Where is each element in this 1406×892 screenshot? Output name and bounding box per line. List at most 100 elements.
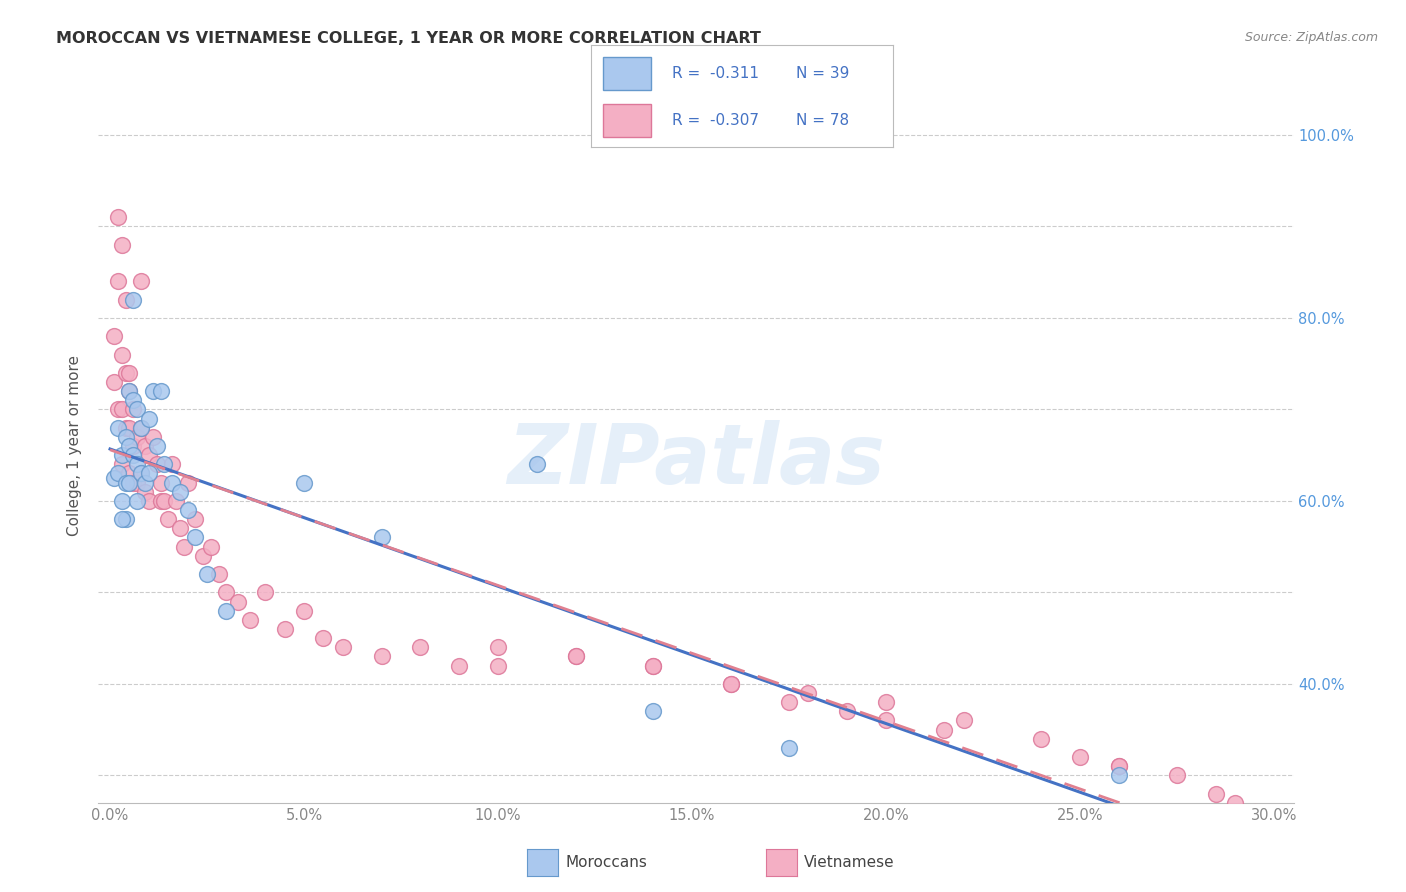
- Point: [1225, 796, 1247, 810]
- Point: [145, 439, 167, 453]
- Point: [643, 658, 665, 673]
- Point: [127, 475, 149, 490]
- Point: [215, 604, 238, 618]
- Y-axis label: College, 1 year or more: College, 1 year or more: [67, 356, 83, 536]
- Point: [292, 475, 315, 490]
- Point: [138, 448, 160, 462]
- Point: [138, 467, 160, 481]
- Point: [114, 420, 136, 434]
- Point: [1108, 759, 1130, 773]
- FancyBboxPatch shape: [603, 104, 651, 137]
- Point: [111, 237, 134, 252]
- Point: [720, 677, 742, 691]
- Point: [169, 484, 191, 499]
- Point: [952, 714, 974, 728]
- Point: [118, 420, 141, 434]
- Point: [176, 503, 198, 517]
- Point: [312, 631, 335, 645]
- Point: [184, 512, 207, 526]
- Point: [127, 458, 149, 472]
- Point: [875, 714, 897, 728]
- Point: [149, 494, 172, 508]
- Point: [118, 384, 141, 398]
- Point: [160, 458, 183, 472]
- Point: [875, 695, 897, 709]
- Point: [1108, 768, 1130, 782]
- Point: [153, 458, 176, 472]
- Point: [129, 467, 152, 481]
- Point: [114, 293, 136, 307]
- Point: [153, 494, 176, 508]
- Point: [122, 475, 145, 490]
- Point: [239, 613, 262, 627]
- Point: [118, 366, 141, 380]
- Point: [107, 211, 129, 225]
- Point: [127, 402, 149, 417]
- Point: [122, 293, 145, 307]
- Point: [292, 604, 315, 618]
- Point: [118, 384, 141, 398]
- Text: Vietnamese: Vietnamese: [804, 855, 894, 870]
- Point: [103, 471, 125, 485]
- Point: [332, 640, 354, 655]
- Point: [797, 686, 820, 700]
- Point: [486, 658, 509, 673]
- Point: [1031, 731, 1053, 746]
- Point: [111, 402, 134, 417]
- Point: [1166, 768, 1188, 782]
- Point: [103, 375, 125, 389]
- Point: [215, 585, 238, 599]
- Point: [114, 366, 136, 380]
- Point: [1205, 787, 1227, 801]
- Point: [111, 512, 134, 526]
- Point: [122, 448, 145, 462]
- Point: [370, 649, 392, 664]
- Point: [1243, 805, 1265, 819]
- Point: [564, 649, 586, 664]
- Text: R =  -0.307: R = -0.307: [672, 113, 759, 128]
- Point: [129, 467, 152, 481]
- Point: [129, 420, 152, 434]
- Point: [200, 540, 222, 554]
- Point: [778, 740, 800, 755]
- Point: [107, 402, 129, 417]
- Point: [176, 475, 198, 490]
- Point: [107, 467, 129, 481]
- Point: [122, 393, 145, 408]
- Point: [778, 695, 800, 709]
- Point: [138, 411, 160, 425]
- Point: [169, 521, 191, 535]
- Point: [934, 723, 956, 737]
- Point: [486, 640, 509, 655]
- Point: [111, 494, 134, 508]
- Point: [837, 704, 859, 718]
- Point: [129, 420, 152, 434]
- Point: [173, 540, 195, 554]
- Point: [160, 475, 183, 490]
- Point: [122, 439, 145, 453]
- Point: [103, 329, 125, 343]
- Point: [127, 494, 149, 508]
- Point: [129, 274, 152, 288]
- Point: [643, 658, 665, 673]
- Point: [118, 467, 141, 481]
- Point: [127, 430, 149, 444]
- Text: Moroccans: Moroccans: [565, 855, 647, 870]
- Point: [111, 458, 134, 472]
- Point: [111, 448, 134, 462]
- Point: [134, 475, 156, 490]
- Text: ZIPatlas: ZIPatlas: [508, 420, 884, 500]
- Point: [184, 531, 207, 545]
- Point: [1263, 814, 1285, 829]
- Point: [643, 704, 665, 718]
- FancyBboxPatch shape: [603, 57, 651, 90]
- Text: N = 78: N = 78: [796, 113, 849, 128]
- Point: [114, 512, 136, 526]
- Point: [149, 475, 172, 490]
- Point: [208, 567, 231, 582]
- Point: [118, 475, 141, 490]
- Point: [107, 420, 129, 434]
- Point: [134, 484, 156, 499]
- Point: [195, 567, 218, 582]
- Point: [254, 585, 277, 599]
